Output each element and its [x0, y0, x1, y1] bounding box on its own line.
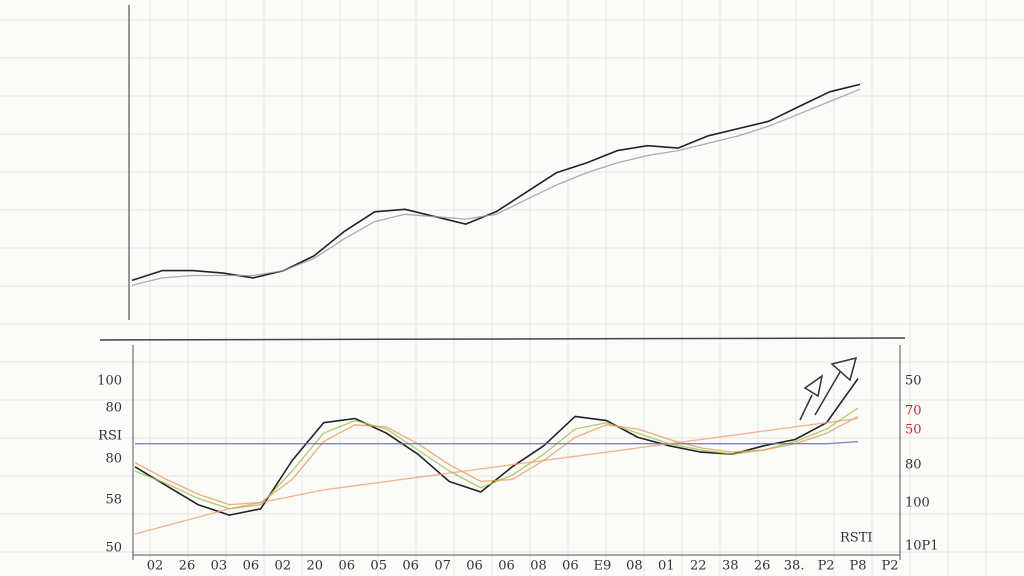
right-label: 80 [905, 458, 922, 473]
x-tick-label: 06 [243, 559, 260, 574]
right-label: 70 [905, 404, 922, 419]
x-tick-label: 08 [626, 559, 643, 574]
x-tick-label: 06 [466, 559, 483, 574]
left-label: 80 [105, 401, 122, 416]
left-label: 80 [105, 452, 122, 467]
x-tick-label: 26 [754, 559, 771, 574]
series-line [134, 415, 859, 506]
x-tick-label: 05 [370, 559, 387, 574]
series-line [134, 417, 859, 535]
x-tick-label: 02 [147, 559, 164, 574]
x-tick-label: 07 [434, 559, 451, 574]
right-label: 100 [905, 496, 930, 511]
x-tick-label: 06 [402, 559, 419, 574]
x-tick-label: P2 [881, 559, 898, 574]
x-tick-label: E9 [594, 559, 612, 574]
right-label: 50 [905, 423, 922, 438]
series-line [131, 83, 861, 282]
left-label: 100 [97, 374, 122, 389]
x-tick-label: 01 [658, 559, 675, 574]
series-line [131, 88, 861, 286]
x-tick-label: 03 [211, 559, 228, 574]
series-line [134, 407, 859, 510]
x-tick-label: 06 [498, 559, 515, 574]
left-label: 58 [105, 493, 122, 508]
divider [99, 337, 906, 341]
right-label: 10P1 [905, 539, 939, 554]
x-tick-label: P8 [850, 559, 867, 574]
series-line [134, 378, 859, 516]
x-tick-label: 26 [179, 559, 196, 574]
x-tick-label: P2 [818, 559, 835, 574]
x-tick-label: 20 [307, 559, 324, 574]
series-line [135, 440, 859, 445]
x-tick-label: 06 [338, 559, 355, 574]
x-tick-label: 22 [690, 559, 707, 574]
left-label: RSI [98, 429, 122, 444]
arrow [814, 356, 858, 416]
x-tick-label: 38. [784, 559, 805, 574]
left-label: 50 [105, 541, 122, 556]
x-tick-label: 06 [562, 559, 579, 574]
x-tick-label: 38 [722, 559, 739, 574]
annotation: RSTI [840, 531, 873, 546]
x-tick-label: 02 [275, 559, 292, 574]
x-tick-label: 08 [530, 559, 547, 574]
right-label: 50 [905, 374, 922, 389]
arrow [799, 374, 824, 421]
